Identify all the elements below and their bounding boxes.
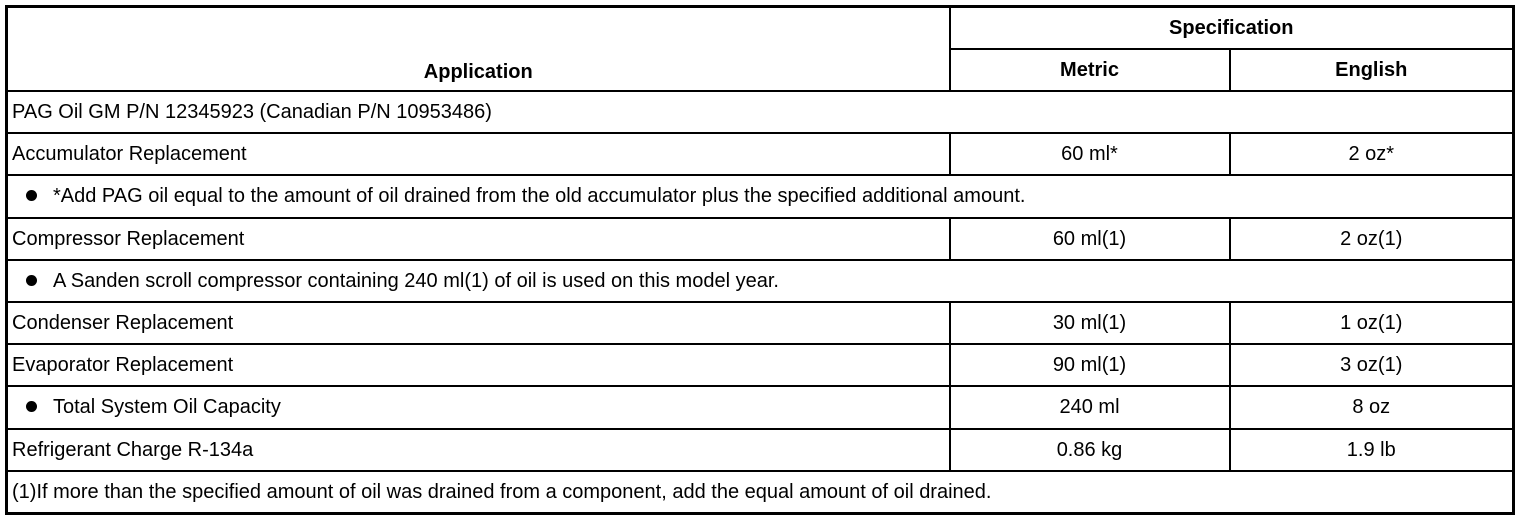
table-row: Accumulator Replacement 60 ml* 2 oz* — [5, 132, 1515, 177]
application-cell: Total System Oil Capacity — [5, 385, 951, 430]
bullet-icon — [26, 401, 37, 413]
english-cell: 1 oz(1) — [1228, 300, 1515, 346]
table-row: Refrigerant Charge R-134a 0.86 kg 1.9 lb — [5, 427, 1515, 472]
metric-cell: 0.86 kg — [948, 427, 1231, 472]
metric-cell: 90 ml(1) — [948, 343, 1231, 388]
metric-cell: 60 ml* — [948, 132, 1231, 177]
application-cell: Compressor Replacement — [5, 216, 951, 261]
header-application: Application — [5, 5, 951, 92]
bullet-icon — [26, 190, 37, 202]
application-cell: Refrigerant Charge R-134a — [5, 427, 951, 472]
header-specification: Specification — [948, 5, 1515, 50]
metric-cell: 60 ml(1) — [948, 216, 1231, 261]
table-row: Condenser Replacement 30 ml(1) 1 oz(1) — [5, 300, 1515, 346]
note-cell: *Add PAG oil equal to the amount of oil … — [5, 174, 1515, 219]
note-text: A Sanden scroll compressor containing 24… — [53, 269, 779, 292]
metric-cell: 240 ml — [948, 385, 1231, 430]
table-row: Total System Oil Capacity 240 ml 8 oz — [5, 385, 1515, 430]
metric-cell: 30 ml(1) — [948, 300, 1231, 346]
oil-capacity-spec-table: Application Specification Metric English… — [5, 5, 1516, 515]
full-row-text: (1)If more than the specified amount of … — [5, 469, 1515, 515]
english-cell: 2 oz(1) — [1228, 216, 1515, 261]
application-cell: Accumulator Replacement — [5, 132, 951, 177]
english-cell: 1.9 lb — [1228, 427, 1515, 472]
note-cell: A Sanden scroll compressor containing 24… — [5, 258, 1515, 303]
table-row: PAG Oil GM P/N 12345923 (Canadian P/N 10… — [5, 89, 1515, 135]
table-row: A Sanden scroll compressor containing 24… — [5, 258, 1515, 303]
full-row-text: PAG Oil GM P/N 12345923 (Canadian P/N 10… — [5, 89, 1515, 135]
table-row: (1)If more than the specified amount of … — [5, 469, 1515, 515]
english-cell: 3 oz(1) — [1228, 343, 1515, 388]
table-row: *Add PAG oil equal to the amount of oil … — [5, 174, 1515, 219]
table-row: Compressor Replacement 60 ml(1) 2 oz(1) — [5, 216, 1515, 261]
header-metric: Metric — [948, 48, 1231, 92]
application-text: Total System Oil Capacity — [53, 396, 281, 419]
application-cell: Evaporator Replacement — [5, 343, 951, 388]
application-cell: Condenser Replacement — [5, 300, 951, 346]
english-cell: 8 oz — [1228, 385, 1515, 430]
table-row: Evaporator Replacement 90 ml(1) 3 oz(1) — [5, 343, 1515, 388]
english-cell: 2 oz* — [1228, 132, 1515, 177]
note-text: *Add PAG oil equal to the amount of oil … — [53, 185, 1026, 208]
header-english: English — [1228, 48, 1515, 92]
bullet-icon — [26, 274, 37, 286]
